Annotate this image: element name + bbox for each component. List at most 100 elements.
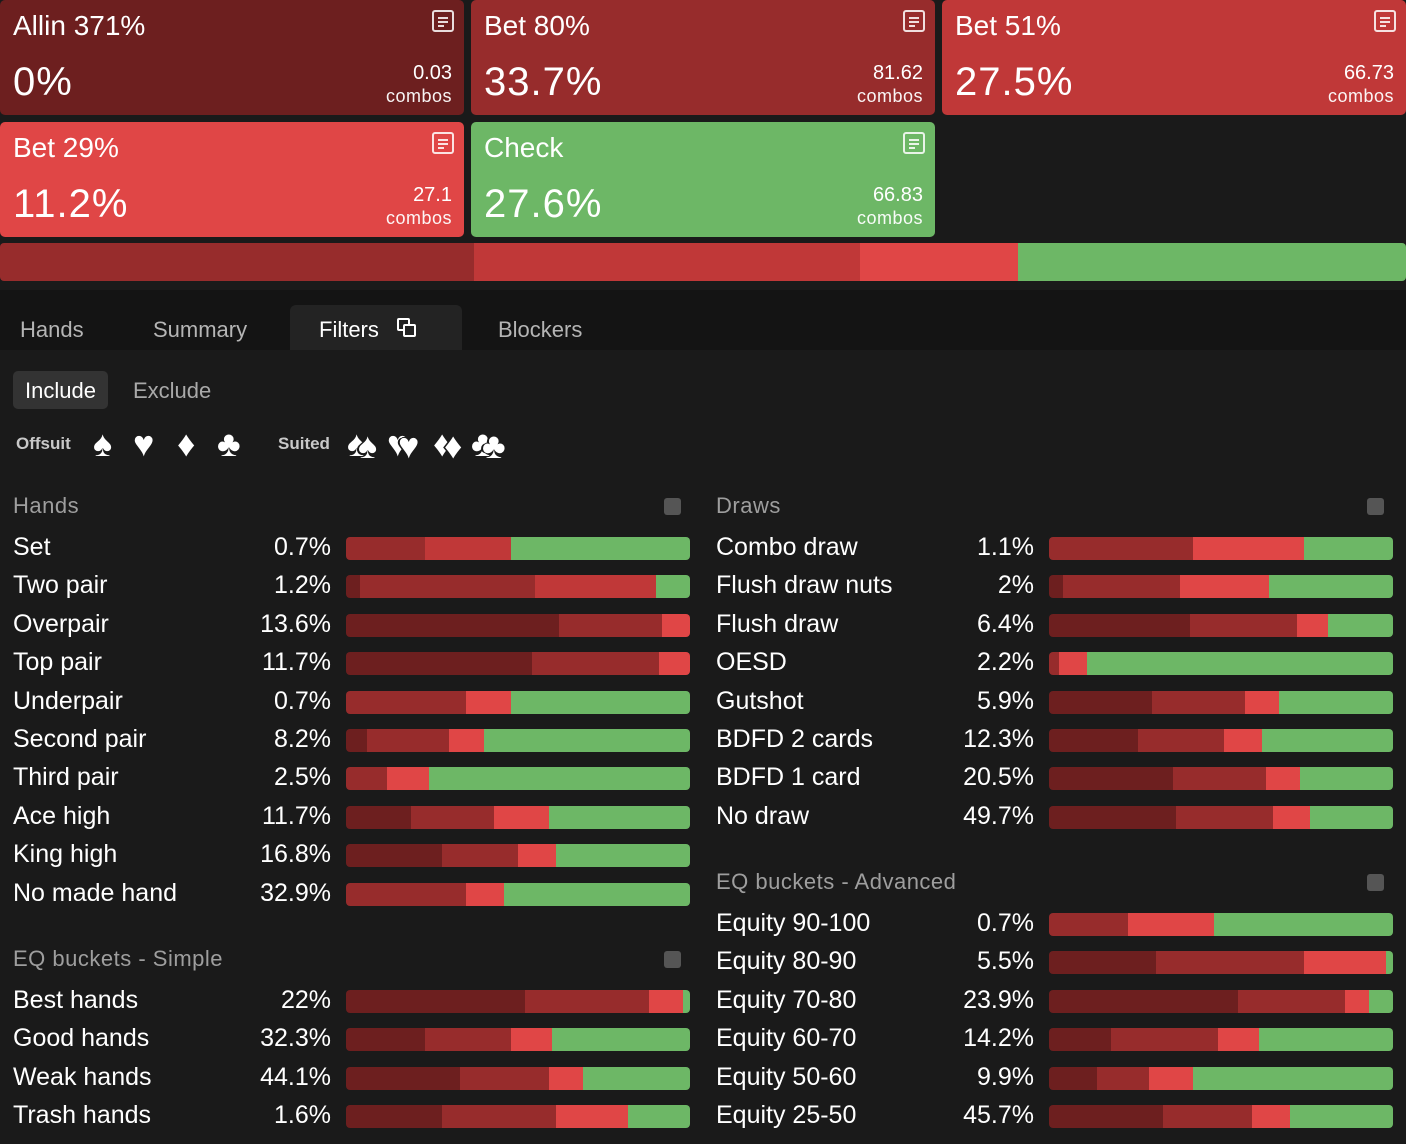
notes-icon[interactable]	[903, 10, 925, 32]
bar-segment	[425, 1028, 512, 1051]
filter-row-strategy-bar[interactable]	[1049, 575, 1393, 598]
suited-diamonds-icon[interactable]: ♦ ♦	[433, 424, 475, 466]
filter-row-strategy-bar[interactable]	[346, 537, 690, 560]
action-name: Bet 80%	[484, 10, 590, 41]
action-card-check[interactable]: Check 27.6% 66.83 combos	[471, 122, 935, 237]
section-checkbox[interactable]	[664, 498, 681, 515]
filter-row-label[interactable]: BDFD 1 card	[716, 763, 861, 791]
popout-icon[interactable]	[396, 318, 417, 338]
filter-row-strategy-bar[interactable]	[346, 1028, 690, 1051]
filter-row-strategy-bar[interactable]	[346, 806, 690, 829]
offsuit-club-icon[interactable]: ♣	[217, 423, 241, 464]
filter-row-strategy-bar[interactable]	[346, 691, 690, 714]
exclude-toggle[interactable]: Exclude	[133, 378, 212, 403]
action-name: Check	[484, 132, 564, 163]
filter-row-strategy-bar[interactable]	[346, 652, 690, 675]
offsuit-heart-icon[interactable]: ♥	[133, 423, 155, 464]
filter-row-label[interactable]: BDFD 2 cards	[716, 725, 873, 753]
filter-row-strategy-bar[interactable]	[1049, 990, 1393, 1013]
filter-row-label[interactable]: OESD	[716, 648, 787, 676]
filter-row-strategy-bar[interactable]	[346, 729, 690, 752]
notes-icon[interactable]	[1374, 10, 1396, 32]
filter-row-strategy-bar[interactable]	[1049, 767, 1393, 790]
filter-row-label[interactable]: Two pair	[13, 571, 108, 599]
notes-icon[interactable]	[903, 132, 925, 154]
suited-hearts-icon[interactable]: ♥ ♥	[387, 423, 429, 466]
section-checkbox[interactable]	[1367, 498, 1384, 515]
filter-row-label[interactable]: Combo draw	[716, 533, 858, 561]
section-checkbox[interactable]	[664, 951, 681, 968]
filter-row-label[interactable]: Equity 80-90	[716, 947, 857, 975]
tab-summary[interactable]: Summary	[153, 317, 248, 342]
filter-row-strategy-bar[interactable]	[346, 883, 690, 906]
filter-row-strategy-bar[interactable]	[1049, 806, 1393, 829]
filter-row-percentage: 8.2%	[274, 725, 331, 753]
filter-row-strategy-bar[interactable]	[346, 575, 690, 598]
filter-row-strategy-bar[interactable]	[346, 614, 690, 637]
filter-row-strategy-bar[interactable]	[1049, 951, 1393, 974]
filter-row-strategy-bar[interactable]	[346, 767, 690, 790]
filter-row-strategy-bar[interactable]	[346, 844, 690, 867]
filter-row-strategy-bar[interactable]	[1049, 537, 1393, 560]
filter-row-label[interactable]: Third pair	[13, 763, 119, 791]
filter-row-label[interactable]: Ace high	[13, 802, 111, 830]
filter-row-strategy-bar[interactable]	[1049, 729, 1393, 752]
action-card-bet-80[interactable]: Bet 80% 33.7% 81.62 combos	[471, 0, 935, 115]
filter-row-strategy-bar[interactable]	[1049, 1105, 1393, 1128]
filter-row-label[interactable]: Gutshot	[716, 687, 804, 715]
filter-row-label[interactable]: Overpair	[13, 610, 109, 638]
filter-row-label[interactable]: Trash hands	[13, 1101, 152, 1129]
action-card-bet-51[interactable]: Bet 51% 27.5% 66.73 combos	[942, 0, 1406, 115]
filter-row-label[interactable]: Top pair	[13, 648, 102, 676]
filter-row-label[interactable]: No made hand	[13, 879, 178, 907]
filter-row-strategy-bar[interactable]	[1049, 691, 1393, 714]
spade-front-icon: ♠	[358, 425, 378, 466]
filter-row-strategy-bar[interactable]	[1049, 913, 1393, 936]
filter-row-label[interactable]: King high	[13, 840, 118, 868]
section-checkbox[interactable]	[1367, 874, 1384, 891]
filter-row-strategy-bar[interactable]	[1049, 652, 1393, 675]
filter-row-strategy-bar[interactable]	[346, 1105, 690, 1128]
bar-segment	[1049, 1067, 1098, 1090]
filter-row-percentage: 0.7%	[977, 909, 1034, 937]
action-card-allin[interactable]: Allin 371% 0% 0.03 combos	[0, 0, 464, 115]
filter-row-percentage: 16.8%	[260, 840, 331, 868]
bar-segment	[1148, 1067, 1194, 1090]
filter-row-strategy-bar[interactable]	[1049, 1028, 1393, 1051]
filter-row-label[interactable]: No draw	[716, 802, 810, 830]
filter-row-label[interactable]: Weak hands	[13, 1063, 152, 1091]
suited-clubs-icon[interactable]: ♣ ♣	[471, 424, 513, 466]
heart-back-icon: ♥	[387, 423, 409, 464]
offsuit-diamond-icon[interactable]: ♦	[177, 423, 196, 464]
filter-row-label[interactable]: Flush draw	[716, 610, 839, 638]
filter-row-label[interactable]: Set	[13, 533, 51, 561]
filter-row-label[interactable]: Equity 50-60	[716, 1063, 857, 1091]
bar-segment	[1217, 1028, 1259, 1051]
filter-row-label[interactable]: Good hands	[13, 1024, 150, 1052]
filter-row-label[interactable]: Equity 90-100	[716, 909, 871, 937]
filter-row-percentage: 44.1%	[260, 1063, 331, 1091]
notes-icon[interactable]	[432, 132, 454, 154]
filter-row-strategy-bar[interactable]	[346, 990, 690, 1013]
filter-row-strategy-bar[interactable]	[346, 1067, 690, 1090]
filter-row-label[interactable]: Underpair	[13, 687, 123, 715]
filter-row-label[interactable]: Best hands	[13, 986, 139, 1014]
notes-icon[interactable]	[432, 10, 454, 32]
bar-segment	[517, 844, 556, 867]
include-toggle[interactable]: Include	[13, 371, 108, 409]
filter-row-strategy-bar[interactable]	[1049, 614, 1393, 637]
filter-row-label[interactable]: Equity 60-70	[716, 1024, 857, 1052]
filter-row-label[interactable]: Flush draw nuts	[716, 571, 893, 599]
strategy-segment	[473, 243, 861, 281]
filter-row-label[interactable]: Second pair	[13, 725, 147, 753]
tab-filters[interactable]: Filters	[290, 305, 462, 350]
filter-row-strategy-bar[interactable]	[1049, 1067, 1393, 1090]
filter-row-label[interactable]: Equity 70-80	[716, 986, 857, 1014]
filter-row-label[interactable]: Equity 25-50	[716, 1101, 857, 1129]
suited-spades-icon[interactable]: ♠ ♠	[347, 424, 389, 466]
bar-segment	[411, 806, 494, 829]
tab-blockers[interactable]: Blockers	[498, 317, 583, 342]
tab-hands[interactable]: Hands	[20, 317, 84, 342]
offsuit-spade-icon[interactable]: ♠	[93, 423, 113, 464]
action-card-bet-29[interactable]: Bet 29% 11.2% 27.1 combos	[0, 122, 464, 237]
